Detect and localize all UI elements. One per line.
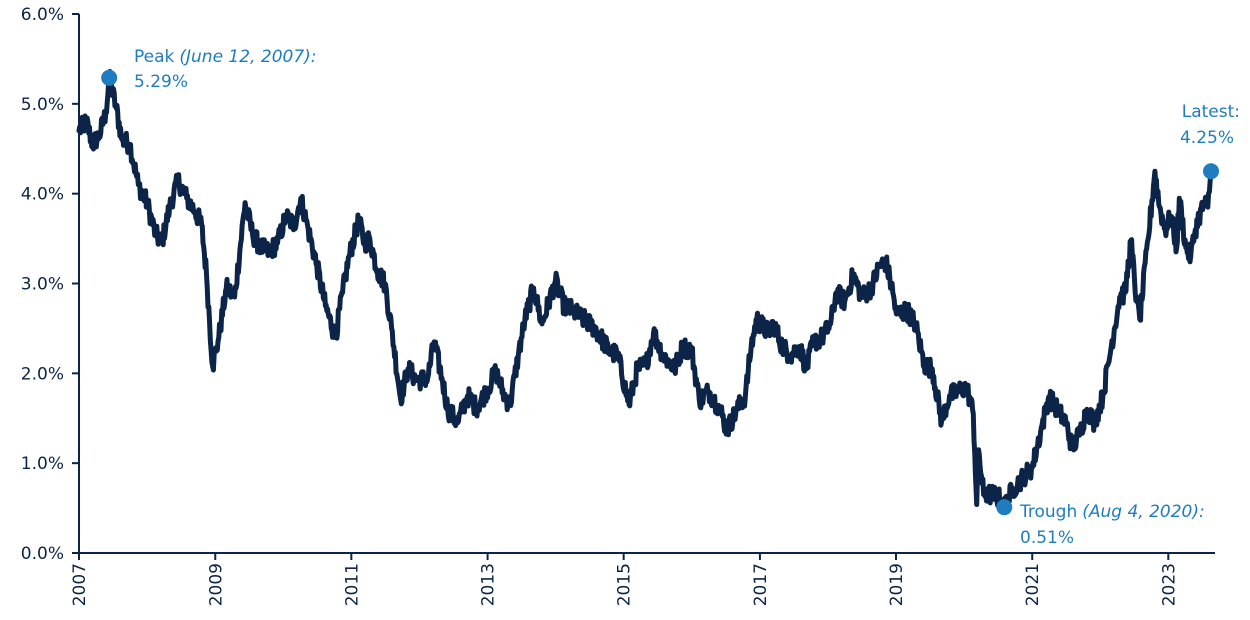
x-tick-label: 2007	[70, 563, 90, 606]
annotation-title: Latest:	[1182, 102, 1240, 122]
x-tick-label: 2009	[206, 563, 226, 606]
annotations: Peak (June 12, 2007): 5.29% Trough (Aug 4, 2…	[101, 47, 1240, 548]
y-tick-label: 2.0%	[21, 364, 64, 384]
y-tick-label: 5.0%	[21, 95, 64, 115]
series-line	[76, 69, 1214, 514]
annotation-title: Peak (June 12, 2007):	[134, 47, 317, 67]
series-group	[76, 69, 1214, 514]
x-tick-label: 2019	[887, 563, 907, 606]
annotation-title: Trough (Aug 4, 2020):	[1019, 502, 1205, 522]
x-tick-label: 2023	[1159, 563, 1179, 606]
x-tick-label: 2015	[615, 563, 635, 606]
annotation-point	[996, 499, 1013, 516]
annotation-point	[101, 69, 118, 86]
x-tick-label: 2013	[479, 563, 499, 606]
y-tick-label: 4.0%	[21, 185, 64, 205]
x-tick-label: 2021	[1023, 563, 1043, 606]
annotation-value: 0.51%	[1020, 528, 1074, 548]
annotation-point	[1203, 163, 1219, 180]
annotation-label: Peak	[134, 47, 175, 67]
annotation-date: (Aug 4, 2020):	[1082, 502, 1204, 522]
annotation-date: (June 12, 2007):	[179, 47, 316, 67]
y-axis: 0.0% 1.0% 2.0% 3.0% 4.0% 5.0% 6.0%	[21, 5, 80, 564]
y-tick-label: 0.0%	[21, 544, 64, 564]
annotation-label: Latest:	[1182, 102, 1240, 122]
y-tick-label: 1.0%	[21, 454, 64, 474]
annotation-label: Trough	[1019, 502, 1077, 522]
x-tick-label: 2011	[342, 563, 362, 606]
x-tick-label: 2017	[751, 563, 771, 606]
annotation-value: 5.29%	[134, 72, 188, 92]
annotation-value: 4.25%	[1180, 128, 1234, 148]
y-tick-label: 6.0%	[21, 5, 64, 25]
y-tick-label: 3.0%	[21, 275, 64, 295]
x-axis: 2007 2009 2011 2013 2015 2017 2019 2021 2023	[70, 552, 1215, 606]
